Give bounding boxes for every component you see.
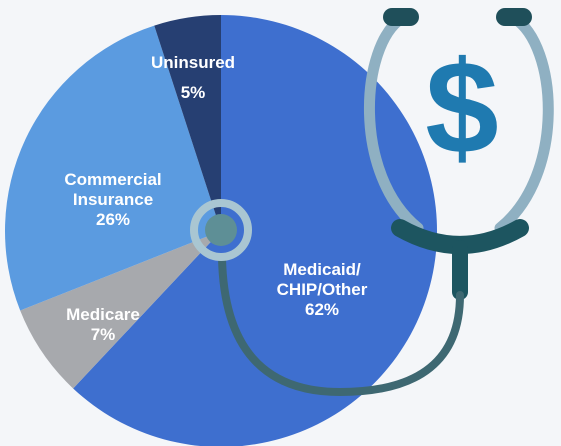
category-label: Commercial Insurance	[43, 170, 183, 210]
category-label: Uninsured	[133, 53, 253, 73]
category-label: Medicaid/ CHIP/Other	[257, 260, 387, 300]
page: $ Medicaid/ CHIP/Other62% Medicare7% Comme…	[0, 0, 561, 446]
value-label: 62%	[257, 300, 387, 320]
slice-label: Uninsured 5%	[133, 53, 253, 103]
category-label: Medicare	[48, 305, 158, 325]
value-label: 5%	[133, 83, 253, 103]
value-label: 26%	[43, 210, 183, 230]
value-label: 7%	[48, 325, 158, 345]
dollar-icon: $	[425, 34, 498, 181]
